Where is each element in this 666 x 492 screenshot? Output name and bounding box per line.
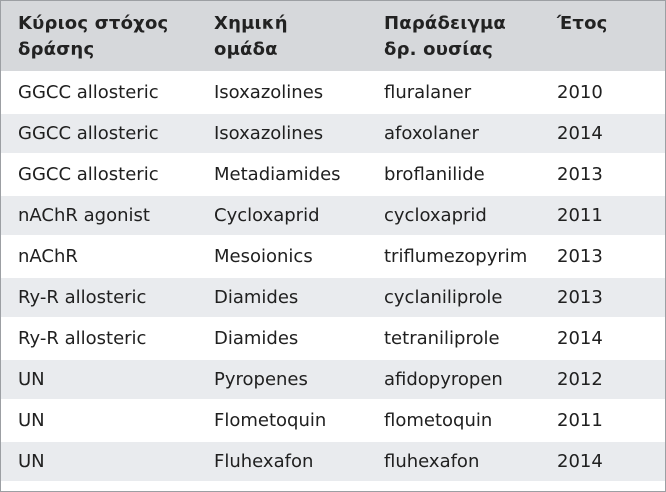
- header-chemical-group-line-1: Χημική: [214, 13, 288, 34]
- cell-chemical-group: Flometoquin: [214, 410, 327, 431]
- table-row: GGCC allosteric Isoxazolines fluralaner 201…: [1, 73, 665, 114]
- table-row: nAChR Mesoionics triflumezopyrim 2013: [1, 237, 665, 278]
- cell-year: 2013: [557, 287, 603, 308]
- table-row: UN Flometoquin flometoquin 2011: [1, 401, 665, 442]
- cell-chemical-group: Isoxazolines: [214, 82, 324, 103]
- cell-year: 2014: [557, 328, 603, 349]
- cell-target: GGCC allosteric: [18, 82, 159, 103]
- cell-target: Ry-R allosteric: [18, 287, 147, 308]
- cell-chemical-group: Cycloxaprid: [214, 205, 320, 226]
- cell-year: 2011: [557, 205, 603, 226]
- header-chemical-group-line-2: ομάδα: [214, 39, 278, 60]
- cell-example-substance: tetraniliprole: [384, 328, 500, 349]
- cell-target: nAChR agonist: [18, 205, 150, 226]
- cell-example-substance: afidopyropen: [384, 369, 503, 390]
- table-row: UN Pyropenes afidopyropen 2012: [1, 360, 665, 401]
- cell-year: 2013: [557, 246, 603, 267]
- cell-target: UN: [18, 451, 45, 472]
- cell-example-substance: triflumezopyrim: [384, 246, 528, 267]
- header-example-substance-line-1: Παράδειγμα: [384, 13, 506, 34]
- cell-example-substance: afoxolaner: [384, 123, 479, 144]
- cell-target: UN: [18, 369, 45, 390]
- cell-chemical-group: Mesoionics: [214, 246, 313, 267]
- cell-target: UN: [18, 410, 45, 431]
- table-row: UN Fluhexafon fluhexafon 2014: [1, 442, 665, 483]
- header-target-line-2: δράσης: [18, 39, 95, 60]
- cell-year: 2011: [557, 410, 603, 431]
- header-chemical-group: Χημική ομάδα: [214, 11, 288, 63]
- cell-target: GGCC allosteric: [18, 123, 159, 144]
- cell-chemical-group: Metadiamides: [214, 164, 341, 185]
- cell-example-substance: broflanilide: [384, 164, 485, 185]
- header-example-substance: Παράδειγμα δρ. ουσίας: [384, 11, 506, 63]
- cell-example-substance: fluhexafon: [384, 451, 480, 472]
- cell-target: GGCC allosteric: [18, 164, 159, 185]
- table-header: Κύριος στόχος δράσης Χημική ομάδα Παράδε…: [1, 1, 665, 73]
- header-example-substance-line-2: δρ. ουσίας: [384, 39, 493, 60]
- cell-chemical-group: Fluhexafon: [214, 451, 314, 472]
- header-target: Κύριος στόχος δράσης: [18, 11, 168, 63]
- header-year: Έτος: [557, 11, 608, 37]
- cell-example-substance: cyclaniliprole: [384, 287, 503, 308]
- cell-example-substance: fluralaner: [384, 82, 472, 103]
- cell-year: 2014: [557, 123, 603, 144]
- cell-year: 2010: [557, 82, 603, 103]
- table-row: Ry-R allosteric Diamides cyclaniliprole 201…: [1, 278, 665, 319]
- cell-chemical-group: Diamides: [214, 328, 299, 349]
- cell-year: 2014: [557, 451, 603, 472]
- cell-example-substance: cycloxaprid: [384, 205, 487, 226]
- cell-chemical-group: Pyropenes: [214, 369, 308, 390]
- table-row: Ry-R allosteric Diamides tetraniliprole 201…: [1, 319, 665, 360]
- cell-chemical-group: Isoxazolines: [214, 123, 324, 144]
- header-year-line-1: Έτος: [557, 13, 608, 34]
- table-row: GGCC allosteric Isoxazolines afoxolaner 201…: [1, 114, 665, 155]
- cell-example-substance: flometoquin: [384, 410, 493, 431]
- cell-target: Ry-R allosteric: [18, 328, 147, 349]
- cell-year: 2012: [557, 369, 603, 390]
- table-row: nAChR agonist Cycloxaprid cycloxaprid 2011: [1, 196, 665, 237]
- cell-year: 2013: [557, 164, 603, 185]
- cell-chemical-group: Diamides: [214, 287, 299, 308]
- header-target-line-1: Κύριος στόχος: [18, 13, 169, 34]
- cell-target: nAChR: [18, 246, 78, 267]
- table-row: GGCC allosteric Metadiamides broflanilide 2…: [1, 155, 665, 196]
